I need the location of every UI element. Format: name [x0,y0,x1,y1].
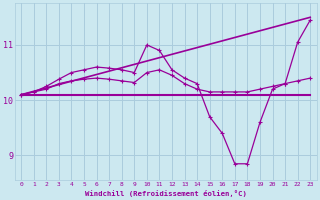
X-axis label: Windchill (Refroidissement éolien,°C): Windchill (Refroidissement éolien,°C) [85,190,247,197]
